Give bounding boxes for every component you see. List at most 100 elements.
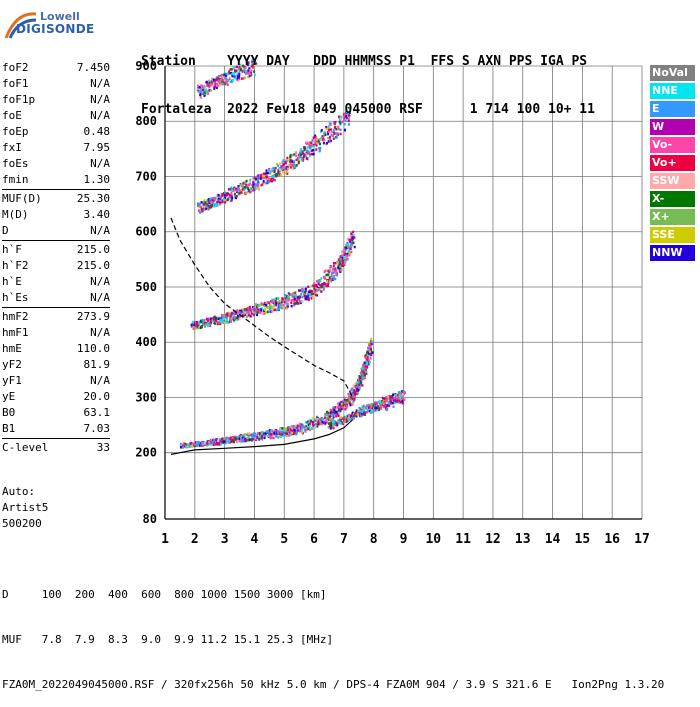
trace-point — [317, 284, 320, 288]
param-value: N/A — [90, 326, 110, 339]
trace-point — [271, 300, 274, 303]
trace-point — [343, 417, 346, 420]
trace-point — [382, 402, 385, 406]
trace-point — [236, 76, 239, 80]
trace-point — [243, 65, 246, 68]
trace-point — [346, 243, 349, 246]
trace-point — [270, 300, 273, 303]
trace-point — [358, 383, 361, 386]
trace-point — [334, 406, 337, 409]
trace-point — [207, 204, 210, 208]
trace-point — [296, 424, 299, 428]
trace-point — [316, 425, 319, 428]
param-key: foEp — [2, 125, 29, 138]
trace-point — [221, 200, 224, 203]
trace-point — [289, 293, 292, 296]
trace-point — [326, 273, 329, 277]
trace-point — [361, 406, 364, 410]
trace-point — [205, 207, 208, 210]
trace-point — [251, 183, 254, 187]
param-value: N/A — [90, 275, 110, 288]
trace-point — [342, 120, 345, 123]
trace-point — [314, 290, 317, 294]
trace-point — [319, 146, 322, 150]
trace-point — [237, 72, 240, 76]
trace-point — [227, 72, 230, 75]
trace-point — [228, 77, 231, 80]
trace-point — [228, 71, 231, 75]
trace-point — [221, 73, 224, 77]
trace-point — [391, 396, 394, 400]
trace-point — [329, 279, 332, 283]
trace-point — [257, 174, 260, 177]
trace-point — [339, 128, 342, 132]
param-value: 0.48 — [83, 125, 111, 138]
trace-point — [217, 79, 220, 83]
trace-point — [272, 305, 275, 308]
trace-point — [322, 282, 325, 286]
trace-point — [289, 160, 292, 163]
trace-point — [273, 170, 276, 174]
trace-point — [296, 298, 299, 301]
trace-point — [240, 188, 243, 192]
trace-point — [252, 306, 255, 309]
trace-point — [361, 410, 364, 413]
trace-point — [369, 344, 372, 347]
trace-point — [202, 322, 205, 325]
trace-point — [239, 437, 242, 440]
trace-point — [366, 353, 369, 357]
trace-point — [343, 122, 346, 126]
trace-point — [277, 432, 280, 435]
param-key: foF2 — [2, 61, 29, 74]
trace-point — [330, 133, 333, 137]
trace-point — [286, 156, 289, 160]
trace-point — [292, 166, 295, 170]
trace-point — [368, 403, 371, 407]
trace-point — [224, 82, 227, 85]
trace-point — [301, 295, 304, 299]
trace-point — [306, 149, 309, 153]
trace-point — [344, 401, 347, 405]
trace-point — [316, 285, 319, 289]
trace-point — [266, 310, 269, 314]
trace-point — [339, 409, 342, 412]
trace-point — [307, 298, 310, 302]
trace-point — [206, 441, 209, 445]
trace-point — [367, 358, 370, 361]
trace-point — [278, 168, 281, 172]
trace-point — [397, 400, 400, 403]
trace-point — [262, 172, 265, 176]
trace-point — [352, 233, 355, 237]
param-row: B0 63.1 — [2, 405, 110, 421]
trace-point — [198, 441, 201, 444]
param-value: 7.03 — [83, 422, 111, 435]
trace-point — [304, 428, 307, 431]
trace-point — [369, 406, 372, 409]
trace-point — [260, 436, 263, 439]
trace-point — [216, 200, 219, 204]
trace-point — [306, 157, 309, 160]
param-row: h`F 215.0 — [2, 242, 110, 258]
trace-point — [303, 153, 306, 157]
trace-point — [242, 440, 245, 443]
trace-point — [209, 441, 212, 444]
trace-point — [223, 440, 226, 443]
legend-item: NNW — [650, 245, 695, 261]
trace-point — [352, 241, 355, 245]
trace-point — [238, 69, 241, 73]
trace-point — [319, 279, 322, 283]
trace-point — [317, 282, 320, 286]
trace-point — [204, 92, 207, 96]
trace-point — [281, 427, 284, 430]
trace-point — [314, 426, 317, 429]
trace-point — [293, 426, 296, 429]
trace-point — [207, 323, 210, 326]
trace-point — [187, 443, 190, 447]
trace-point — [328, 135, 331, 139]
param-row: foF1p N/A — [2, 92, 110, 108]
trace-point — [301, 157, 304, 161]
profile-solid-line — [170, 419, 354, 455]
trace-point — [272, 166, 275, 170]
trace-point — [401, 392, 404, 396]
trace-point — [332, 128, 335, 132]
